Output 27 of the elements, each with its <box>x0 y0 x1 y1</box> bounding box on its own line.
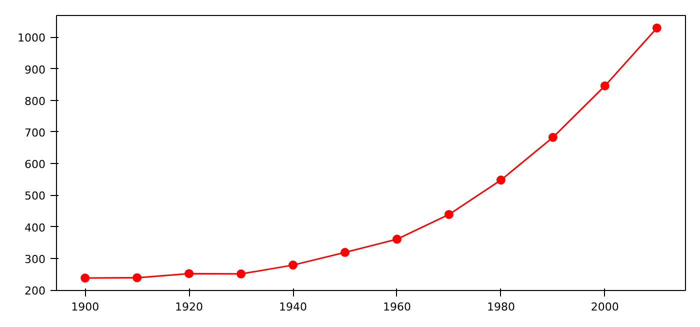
point <box>600 81 610 90</box>
y-tick-label: 1000 <box>18 32 46 45</box>
x-tick-label: 1920 <box>175 300 204 314</box>
x-tick-label: 1940 <box>279 300 308 314</box>
point <box>184 269 194 278</box>
y-tick-label: 500 <box>24 190 46 203</box>
x-tick-label: 2000 <box>590 300 619 314</box>
y-tick-label: 900 <box>24 63 46 76</box>
point <box>496 176 506 185</box>
y-tick-label: 200 <box>24 284 46 298</box>
point <box>392 234 402 244</box>
x-tick-label: 1900 <box>71 300 100 314</box>
point <box>236 269 246 278</box>
point <box>548 132 558 142</box>
y-tick-label: 700 <box>24 126 46 140</box>
y-tick-label: 600 <box>24 158 46 172</box>
x-tick-label: 1960 <box>382 300 411 314</box>
y-tick-label: 400 <box>24 221 46 234</box>
point <box>132 273 142 282</box>
point <box>652 23 662 32</box>
point <box>340 248 350 257</box>
point <box>80 274 90 283</box>
y-tick-label: 800 <box>24 94 46 108</box>
point <box>444 210 454 219</box>
point <box>288 260 298 270</box>
y-tick-label: 300 <box>24 252 46 266</box>
x-tick-label: 1980 <box>486 300 515 314</box>
